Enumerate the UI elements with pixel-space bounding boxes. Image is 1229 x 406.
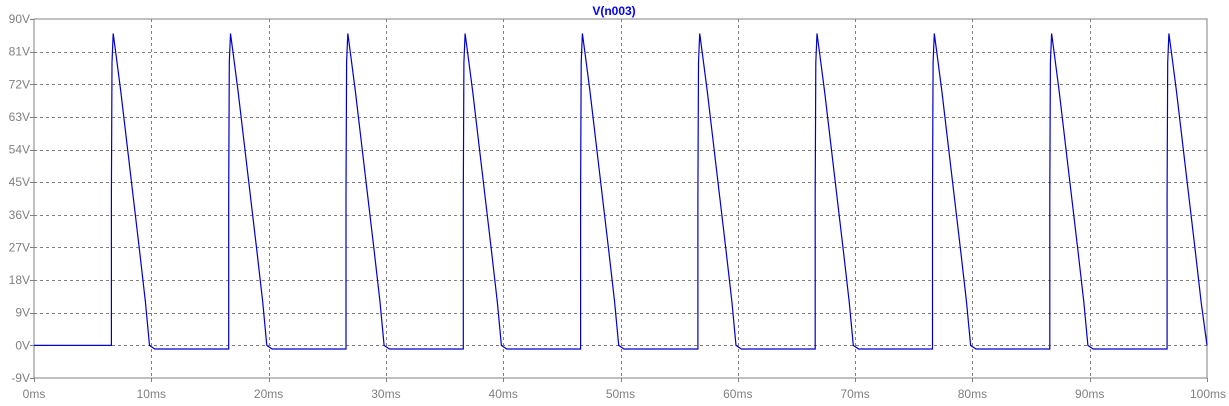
y-tick-label: 27V bbox=[9, 240, 30, 254]
y-tick-label: 45V bbox=[9, 175, 30, 189]
y-tick-label: 18V bbox=[9, 273, 30, 287]
x-tick-label: 0ms bbox=[23, 387, 46, 401]
y-tick-label: 54V bbox=[9, 143, 30, 157]
trace-layer bbox=[34, 33, 1208, 350]
x-tick-label: 10ms bbox=[137, 387, 166, 401]
y-tick-label: 36V bbox=[9, 208, 30, 222]
x-tick-label: 40ms bbox=[489, 387, 518, 401]
x-tick-label: 80ms bbox=[958, 387, 987, 401]
y-tick-label: 90V bbox=[9, 12, 30, 26]
x-tick-label: 100ms bbox=[1190, 387, 1226, 401]
x-tick-label: 70ms bbox=[840, 387, 869, 401]
series-line bbox=[34, 33, 1208, 350]
y-tick-label: 0V bbox=[15, 338, 30, 352]
x-tick-label: 90ms bbox=[1075, 387, 1104, 401]
x-tick-label: 60ms bbox=[723, 387, 752, 401]
x-tick-label: 50ms bbox=[606, 387, 635, 401]
plot-frame-border bbox=[33, 18, 1208, 379]
x-tick-label: 30ms bbox=[371, 387, 400, 401]
y-tick-label: 9V bbox=[15, 306, 30, 320]
trace-title[interactable]: V(n003) bbox=[592, 4, 635, 18]
tick-labels: 0ms 10ms 20ms 30ms 40ms 50ms 60ms 70ms 80ms 90ms 1… bbox=[9, 12, 1226, 401]
y-tick-label: 81V bbox=[9, 45, 30, 59]
y-tick-label: 72V bbox=[9, 77, 30, 91]
y-tick-label: 63V bbox=[9, 110, 30, 124]
y-tick-label: -9V bbox=[11, 371, 30, 385]
x-tick-label: 20ms bbox=[254, 387, 283, 401]
grid bbox=[30, 18, 1208, 382]
